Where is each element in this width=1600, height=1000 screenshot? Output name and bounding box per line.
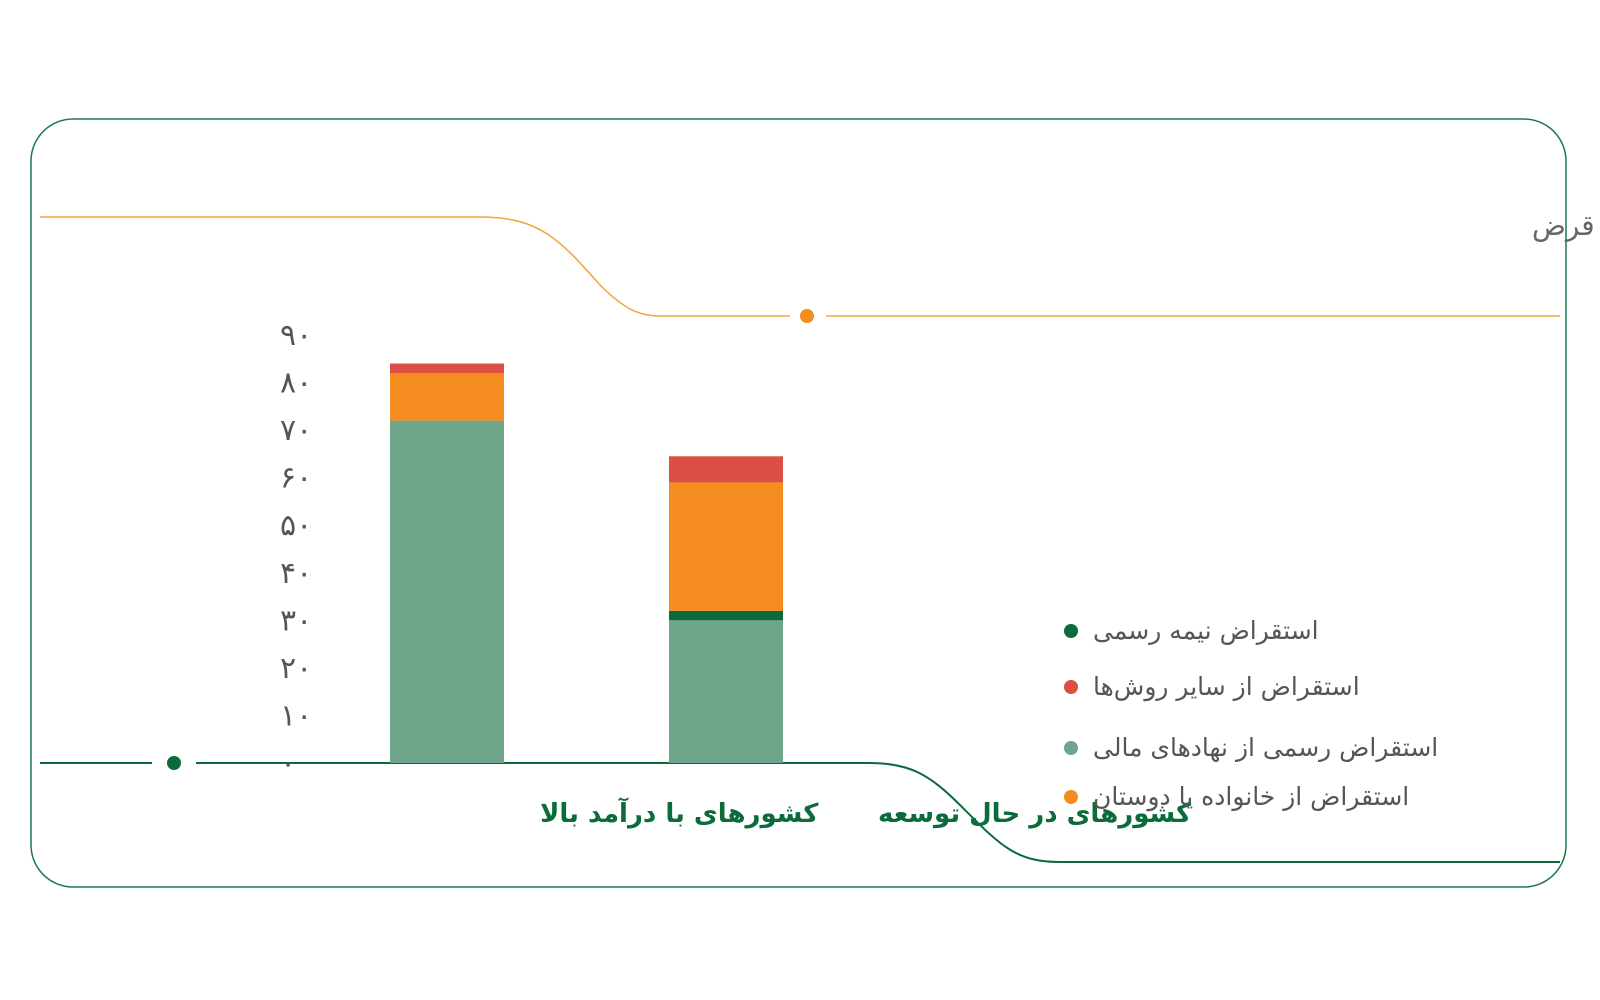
- bar-segment: [390, 373, 504, 421]
- title-accent-line: [40, 216, 1560, 317]
- bar-segment: [669, 456, 783, 483]
- y-tick-label: ۸۰: [280, 366, 312, 401]
- y-tick-label: ۱۰: [280, 698, 312, 733]
- legend-swatch: [1064, 790, 1078, 804]
- bar-segment: [390, 420, 504, 763]
- legend: استقراض نیمه رسمی استقراض از سایر روش‌ها ا…: [1064, 616, 1438, 812]
- x-axis-baseline: [40, 762, 1560, 863]
- y-tick-label: ۹۰: [280, 318, 312, 353]
- card-border: [30, 118, 1567, 888]
- bars: [390, 363, 783, 763]
- y-tick-label: ۵۰: [280, 508, 312, 543]
- legend-swatch: [1064, 624, 1078, 638]
- x-category-label: کشورهای در حال توسعه: [878, 799, 1192, 829]
- x-axis: کشورهای با درآمد بالا کشورهای در حال توسع…: [540, 797, 1192, 829]
- bar-segment: [669, 482, 783, 611]
- bar-segment: [669, 610, 783, 621]
- y-tick-label: ۳۰: [280, 603, 312, 638]
- bar-segment: [669, 620, 783, 763]
- legend-swatch: [1064, 741, 1078, 755]
- y-tick-label: ۷۰: [280, 413, 312, 448]
- legend-swatch: [1064, 680, 1078, 694]
- y-axis: ۰ ۱۰ ۲۰ ۳۰ ۴۰ ۵۰ ۶۰ ۷۰ ۸۰ ۹۰: [280, 318, 312, 781]
- legend-label: استقراض رسمی از نهادهای مالی: [1093, 733, 1438, 763]
- chart-title: درصد افراد بالغ قرض‌گرفته در سال گذشته و…: [1532, 209, 1600, 242]
- bar-segment: [390, 363, 504, 374]
- y-tick-label: ۴۰: [280, 556, 312, 591]
- y-tick-label: ۰: [280, 746, 296, 781]
- x-category-label: کشورهای با درآمد بالا: [540, 797, 819, 829]
- title-accent-dot: [800, 309, 814, 323]
- legend-label: استقراض از خانواده یا دوستان: [1093, 782, 1409, 812]
- legend-label: استقراض از سایر روش‌ها: [1093, 672, 1360, 702]
- axis-accent-dot: [167, 756, 181, 770]
- legend-label: استقراض نیمه رسمی: [1093, 616, 1319, 645]
- y-tick-label: ۶۰: [280, 461, 312, 496]
- y-tick-label: ۲۰: [280, 651, 312, 686]
